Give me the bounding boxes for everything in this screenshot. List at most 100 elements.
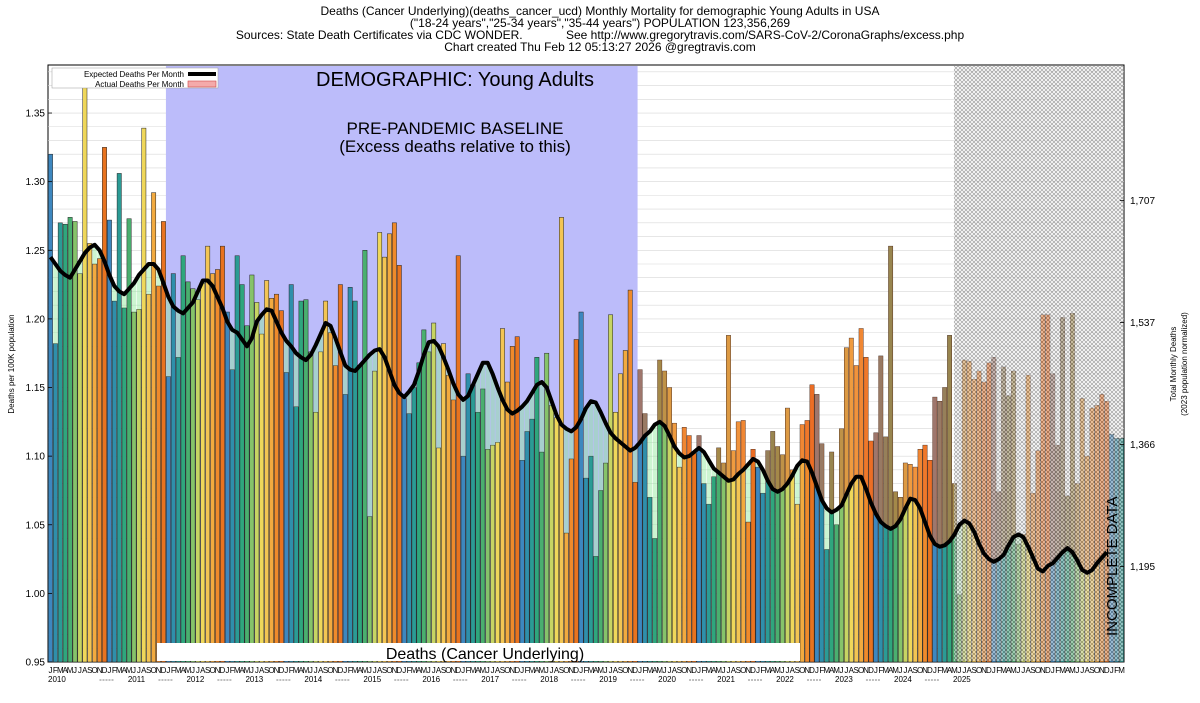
bar <box>824 549 830 663</box>
deficit-bar <box>603 423 608 463</box>
deficit-bar <box>647 431 653 498</box>
x-month-label: J <box>903 666 907 675</box>
bar <box>62 223 68 663</box>
x-month-label: A <box>888 666 894 675</box>
excess-bar <box>937 401 942 547</box>
y-tick-label: 1.35 <box>26 109 46 120</box>
excess-bar <box>913 467 918 501</box>
legend-swatch-actual <box>187 80 217 88</box>
y-axis-right-label-line-1: Total Monthly Deaths <box>1169 327 1178 402</box>
x-month-label: M <box>715 666 722 675</box>
bar <box>559 217 564 663</box>
x-month-label: A <box>180 666 186 675</box>
bar <box>264 280 270 663</box>
x-month-label: S <box>795 666 800 675</box>
excess-bar <box>839 428 844 506</box>
x-month-label: M <box>647 666 654 675</box>
x-month-label: M <box>588 666 595 675</box>
bar <box>116 173 122 663</box>
bar <box>642 413 648 663</box>
x-year-label: 2016 <box>422 675 440 684</box>
legend-box <box>51 67 219 89</box>
x-month-label: O <box>858 666 864 675</box>
x-month-label: J <box>137 666 141 675</box>
bar <box>834 524 839 663</box>
y-tick-label: 1.25 <box>26 246 46 257</box>
bar <box>495 442 500 663</box>
x-month-label: J <box>726 666 730 675</box>
bar <box>121 307 127 663</box>
x-month-label: A <box>416 666 422 675</box>
x-month-label: M <box>892 666 899 675</box>
x-month-label: F <box>584 666 589 675</box>
x-month-label: O <box>563 666 569 675</box>
x-month-label: F <box>1055 666 1060 675</box>
x-month-label: J <box>48 666 52 675</box>
x-month-label: J <box>962 666 966 675</box>
x-month-label: F <box>1114 666 1119 675</box>
bar <box>313 411 319 663</box>
x-month-label: J <box>368 666 372 675</box>
deficit-bar <box>529 393 535 420</box>
bar <box>318 351 324 663</box>
x-month-label: D <box>986 666 992 675</box>
deficit-bar <box>583 408 589 479</box>
bar <box>539 451 545 663</box>
x-month-label: D <box>514 666 520 675</box>
x-month-label: N <box>981 666 987 675</box>
bar <box>529 418 535 663</box>
bar <box>426 351 432 663</box>
deficit-bar <box>284 340 289 373</box>
x-month-label: F <box>348 666 353 675</box>
x-month-label: O <box>504 666 510 675</box>
excess-bar <box>814 394 820 487</box>
baseline-label-line-1: PRE-PANDEMIC BASELINE <box>347 119 564 138</box>
deficit-bar <box>112 285 117 302</box>
deficit-bar <box>131 283 137 313</box>
bar <box>672 422 677 663</box>
deficit-bar <box>166 296 171 377</box>
deficit-bar <box>760 469 766 494</box>
x-month-label: J <box>933 666 937 675</box>
excess-bar <box>770 431 775 490</box>
baseline-label-line-2: (Excess deaths relative to this) <box>339 137 570 156</box>
x-month-label: J <box>486 666 490 675</box>
x-month-label: A <box>554 666 560 675</box>
deficit-bar <box>795 465 800 505</box>
x-month-label: O <box>799 666 805 675</box>
excess-bar <box>657 360 662 422</box>
excess-bar <box>888 246 893 529</box>
x-month-label: J <box>78 666 82 675</box>
bar <box>200 282 206 663</box>
bar <box>608 314 613 663</box>
excess-bar <box>696 435 702 448</box>
bar <box>598 490 604 663</box>
x-month-label: N <box>1040 666 1046 675</box>
bar <box>141 127 147 663</box>
x-month-label: M <box>411 666 418 675</box>
bar <box>274 293 279 663</box>
bar <box>48 153 53 663</box>
bar <box>588 455 594 663</box>
y-right-tick-label: 1,707 <box>1130 196 1155 207</box>
x-month-label: J <box>309 666 313 675</box>
x-month-label: D <box>632 666 638 675</box>
bar <box>269 298 274 663</box>
bar <box>87 243 93 663</box>
deficit-bar <box>367 354 372 517</box>
x-month-label: F <box>760 666 765 675</box>
bar <box>224 311 230 663</box>
bar <box>362 250 368 663</box>
bar <box>465 373 471 663</box>
x-month-label: J <box>839 666 843 675</box>
bar <box>288 284 294 663</box>
x-month-label: J <box>166 666 170 675</box>
x-month-label: J <box>815 666 819 675</box>
bar <box>568 458 574 663</box>
bar <box>750 449 756 663</box>
bar <box>92 263 98 663</box>
bar <box>136 309 142 663</box>
bar <box>352 300 358 663</box>
bar <box>126 218 132 663</box>
x-month-label: O <box>92 666 98 675</box>
